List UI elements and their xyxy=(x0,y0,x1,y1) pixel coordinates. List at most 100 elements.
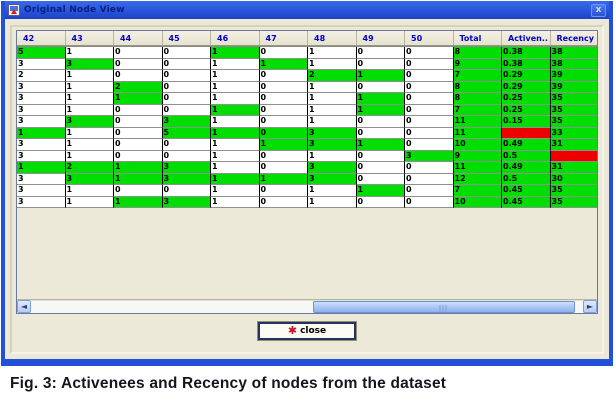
table-cell[interactable]: 0.29 xyxy=(502,70,551,82)
table-cell[interactable]: 5 xyxy=(162,127,211,139)
column-header[interactable]: 49 xyxy=(356,31,405,46)
table-cell[interactable]: 0 xyxy=(259,185,308,197)
table-cell[interactable]: 1 xyxy=(211,150,260,162)
column-header[interactable]: 45 xyxy=(162,31,211,46)
table-cell[interactable]: 1 xyxy=(308,116,357,128)
table-cell[interactable]: 2 xyxy=(308,70,357,82)
table-cell[interactable]: 3 xyxy=(17,81,66,93)
table-cell[interactable]: 2 xyxy=(17,70,66,82)
table-cell[interactable]: 11 xyxy=(453,162,502,174)
table-cell[interactable]: 0 xyxy=(162,81,211,93)
table-cell[interactable]: 0.15 xyxy=(502,116,551,128)
table-cell[interactable]: 0 xyxy=(356,58,405,70)
column-header[interactable]: Recency xyxy=(550,31,597,46)
table-cell[interactable]: 0 xyxy=(114,116,163,128)
table-cell[interactable]: 1 xyxy=(65,196,114,208)
table-cell[interactable]: 0.49 xyxy=(502,139,551,151)
column-header[interactable]: 50 xyxy=(405,31,454,46)
table-cell[interactable]: 1 xyxy=(308,150,357,162)
table-cell[interactable]: 1 xyxy=(211,139,260,151)
table-cell[interactable]: 1 xyxy=(211,173,260,185)
table-cell[interactable]: 0 xyxy=(356,162,405,174)
table-cell[interactable]: 0 xyxy=(114,127,163,139)
column-header[interactable]: 43 xyxy=(65,31,114,46)
table-cell[interactable]: 1 xyxy=(211,116,260,128)
table-cell[interactable]: 1 xyxy=(308,81,357,93)
table-cell[interactable]: 0 xyxy=(114,139,163,151)
table-cell[interactable]: 0 xyxy=(259,127,308,139)
table-cell[interactable]: 1 xyxy=(211,185,260,197)
table-cell[interactable]: 8 xyxy=(453,47,502,59)
table-cell[interactable]: 0.38 xyxy=(502,58,551,70)
table-cell[interactable]: 1 xyxy=(356,185,405,197)
table-cell[interactable]: 7 xyxy=(453,70,502,82)
table-cell[interactable]: 0 xyxy=(162,139,211,151)
table-cell[interactable]: 1 xyxy=(211,58,260,70)
table-cell[interactable]: 3 xyxy=(308,173,357,185)
table-cell[interactable]: 0.38 xyxy=(502,47,551,59)
table-cell[interactable]: 1 xyxy=(211,127,260,139)
table-cell[interactable]: 35 xyxy=(550,93,597,105)
table-cell[interactable]: 1 xyxy=(65,104,114,116)
table-cell[interactable]: 3 xyxy=(162,173,211,185)
table-cell[interactable]: 0 xyxy=(162,47,211,59)
table-cell[interactable]: 1 xyxy=(308,58,357,70)
table-cell[interactable]: 3 xyxy=(17,93,66,105)
table-cell[interactable]: 0.25 xyxy=(502,104,551,116)
table-cell[interactable]: 3 xyxy=(308,139,357,151)
table-cell[interactable]: 9 xyxy=(453,58,502,70)
table-cell[interactable]: 0 xyxy=(405,116,454,128)
table-cell[interactable]: 31 xyxy=(550,162,597,174)
scroll-right-arrow-icon[interactable]: ► xyxy=(583,300,597,313)
table-cell[interactable]: 0 xyxy=(356,150,405,162)
table-cell[interactable]: 7 xyxy=(453,185,502,197)
table-cell[interactable]: 3 xyxy=(308,162,357,174)
table-cell[interactable]: 3 xyxy=(162,196,211,208)
title-bar[interactable]: Original Node View x xyxy=(5,1,609,19)
table-cell[interactable]: 0 xyxy=(114,70,163,82)
table-cell[interactable]: 0 xyxy=(356,81,405,93)
table-cell[interactable]: 0.5 xyxy=(502,150,551,162)
table-cell[interactable]: 0 xyxy=(162,70,211,82)
window-close-button[interactable]: x xyxy=(591,3,606,17)
table-cell[interactable]: 1 xyxy=(356,104,405,116)
table-cell[interactable]: 1 xyxy=(356,139,405,151)
table-cell[interactable]: 0 xyxy=(405,162,454,174)
table-cell[interactable]: 8 xyxy=(453,93,502,105)
table-cell[interactable]: 1 xyxy=(114,173,163,185)
table-cell[interactable]: 0 xyxy=(259,70,308,82)
table-cell[interactable]: 1 xyxy=(65,47,114,59)
close-button[interactable]: ✱ close xyxy=(257,321,357,341)
table-cell[interactable]: 1 xyxy=(259,139,308,151)
table-cell[interactable]: 3 xyxy=(17,116,66,128)
table-cell[interactable]: 38 xyxy=(550,47,597,59)
table-cell[interactable]: 35 xyxy=(550,185,597,197)
table-cell[interactable]: 1 xyxy=(65,139,114,151)
table-cell[interactable]: 8 xyxy=(453,81,502,93)
table-cell[interactable]: 1 xyxy=(65,150,114,162)
table-cell[interactable]: 3 xyxy=(17,139,66,151)
table-cell[interactable]: 0 xyxy=(259,150,308,162)
table-cell[interactable]: 11 xyxy=(453,127,502,139)
table-cell[interactable]: 1 xyxy=(211,104,260,116)
table-cell[interactable]: 0 xyxy=(356,196,405,208)
table-cell[interactable]: 1 xyxy=(308,196,357,208)
table-cell[interactable]: 5 xyxy=(17,47,66,59)
table-cell[interactable]: 0 xyxy=(405,70,454,82)
table-cell[interactable]: 0.29 xyxy=(502,81,551,93)
table-cell[interactable]: 11 xyxy=(453,116,502,128)
table-cell[interactable]: 0 xyxy=(259,81,308,93)
table-cell[interactable]: 0 xyxy=(162,185,211,197)
table-cell[interactable]: 1 xyxy=(259,173,308,185)
table-cell[interactable]: 0.25 xyxy=(502,93,551,105)
table-cell[interactable]: 0 xyxy=(259,47,308,59)
table-cell[interactable]: 3 xyxy=(17,150,66,162)
table-cell[interactable]: 0 xyxy=(259,116,308,128)
table-cell[interactable]: 31 xyxy=(550,139,597,151)
table-cell[interactable] xyxy=(550,150,597,162)
table-cell[interactable]: 1 xyxy=(308,185,357,197)
table-cell[interactable]: 1 xyxy=(211,81,260,93)
table-cell[interactable]: 1 xyxy=(17,162,66,174)
table-cell[interactable]: 0 xyxy=(356,173,405,185)
table-cell[interactable]: 0 xyxy=(405,58,454,70)
